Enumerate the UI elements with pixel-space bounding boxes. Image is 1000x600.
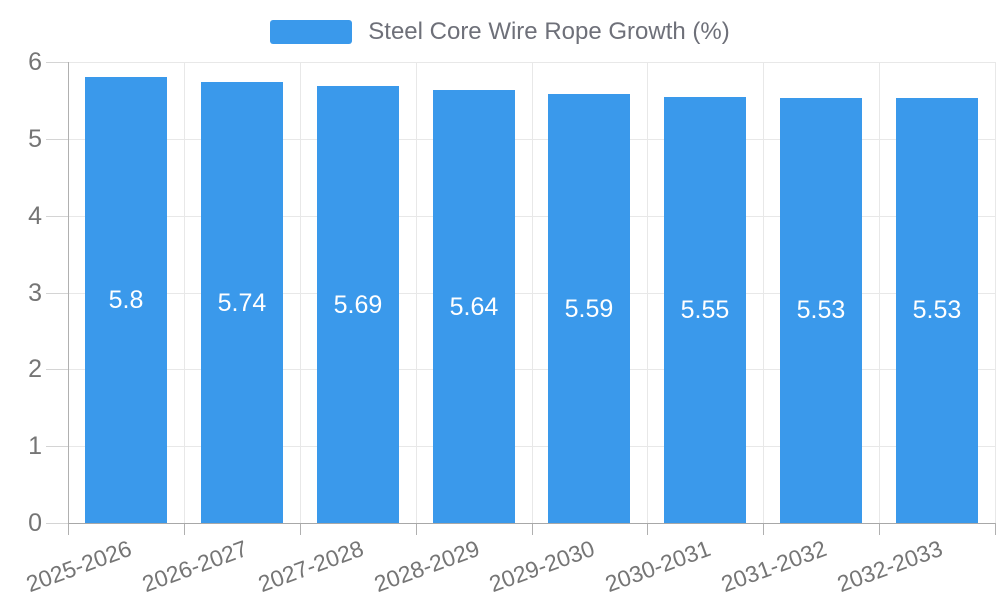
x-tick-label: 2027-2028 <box>254 535 367 598</box>
y-tick-label: 1 <box>28 432 42 460</box>
bar-value-label: 5.53 <box>796 296 846 324</box>
gridline <box>68 216 995 217</box>
bar-value-label: 5.64 <box>449 293 499 321</box>
y-axis-line <box>68 62 69 523</box>
y-tick-label: 2 <box>28 355 42 383</box>
legend-label[interactable]: Steel Core Wire Rope Growth (%) <box>368 18 730 45</box>
y-axis-tick <box>46 369 68 370</box>
x-axis-tick <box>416 523 417 535</box>
gridline <box>184 62 185 523</box>
y-axis-tick <box>46 62 68 63</box>
y-axis-tick <box>46 216 68 217</box>
x-axis-line <box>68 523 995 524</box>
x-axis-tick <box>532 523 533 535</box>
bar: 5.59 <box>548 94 630 523</box>
gridline <box>68 139 995 140</box>
y-axis-tick <box>46 293 68 294</box>
chart-legend: Steel Core Wire Rope Growth (%) <box>0 16 1000 48</box>
gridline <box>763 62 764 523</box>
bar-value-label: 5.59 <box>564 295 614 323</box>
bar: 5.53 <box>896 98 978 523</box>
gridline <box>416 62 417 523</box>
x-axis-tick <box>184 523 185 535</box>
bar: 5.64 <box>433 90 515 523</box>
x-axis-tick <box>763 523 764 535</box>
gridline <box>647 62 648 523</box>
bar-value-label: 5.69 <box>333 291 383 319</box>
x-tick-label: 2030-2031 <box>601 535 714 598</box>
y-axis-tick <box>46 139 68 140</box>
x-tick-label: 2025-2026 <box>22 535 135 598</box>
y-tick-label: 5 <box>28 125 42 153</box>
x-tick-label: 2032-2033 <box>833 535 946 598</box>
bar: 5.74 <box>201 82 283 523</box>
x-tick-label: 2031-2032 <box>717 535 830 598</box>
bar: 5.55 <box>664 97 746 523</box>
bar: 5.69 <box>317 86 399 523</box>
bar-value-label: 5.74 <box>217 289 267 317</box>
x-axis-tick <box>300 523 301 535</box>
gridline <box>68 446 995 447</box>
x-tick-label: 2028-2029 <box>370 535 483 598</box>
x-axis-tick <box>995 523 996 535</box>
gridline <box>68 293 995 294</box>
gridline <box>879 62 880 523</box>
x-axis-tick <box>879 523 880 535</box>
bar-value-label: 5.55 <box>680 296 730 324</box>
y-axis-tick <box>46 446 68 447</box>
bar-value-label: 5.53 <box>912 296 962 324</box>
y-tick-label: 4 <box>28 202 42 230</box>
y-tick-label: 6 <box>28 48 42 76</box>
gridline <box>300 62 301 523</box>
legend-swatch-icon[interactable] <box>270 20 353 44</box>
y-tick-label: 0 <box>28 509 42 537</box>
bar-value-label: 5.8 <box>108 286 144 314</box>
x-tick-label: 2029-2030 <box>485 535 598 598</box>
y-tick-label: 3 <box>28 279 42 307</box>
gridline <box>68 369 995 370</box>
gridline <box>68 62 995 63</box>
x-axis-tick <box>68 523 69 535</box>
bar: 5.8 <box>85 77 167 523</box>
y-axis-tick <box>46 523 68 524</box>
x-axis-tick <box>647 523 648 535</box>
bar: 5.53 <box>780 98 862 523</box>
gridline <box>995 62 996 523</box>
x-tick-label: 2026-2027 <box>138 535 251 598</box>
gridline <box>532 62 533 523</box>
